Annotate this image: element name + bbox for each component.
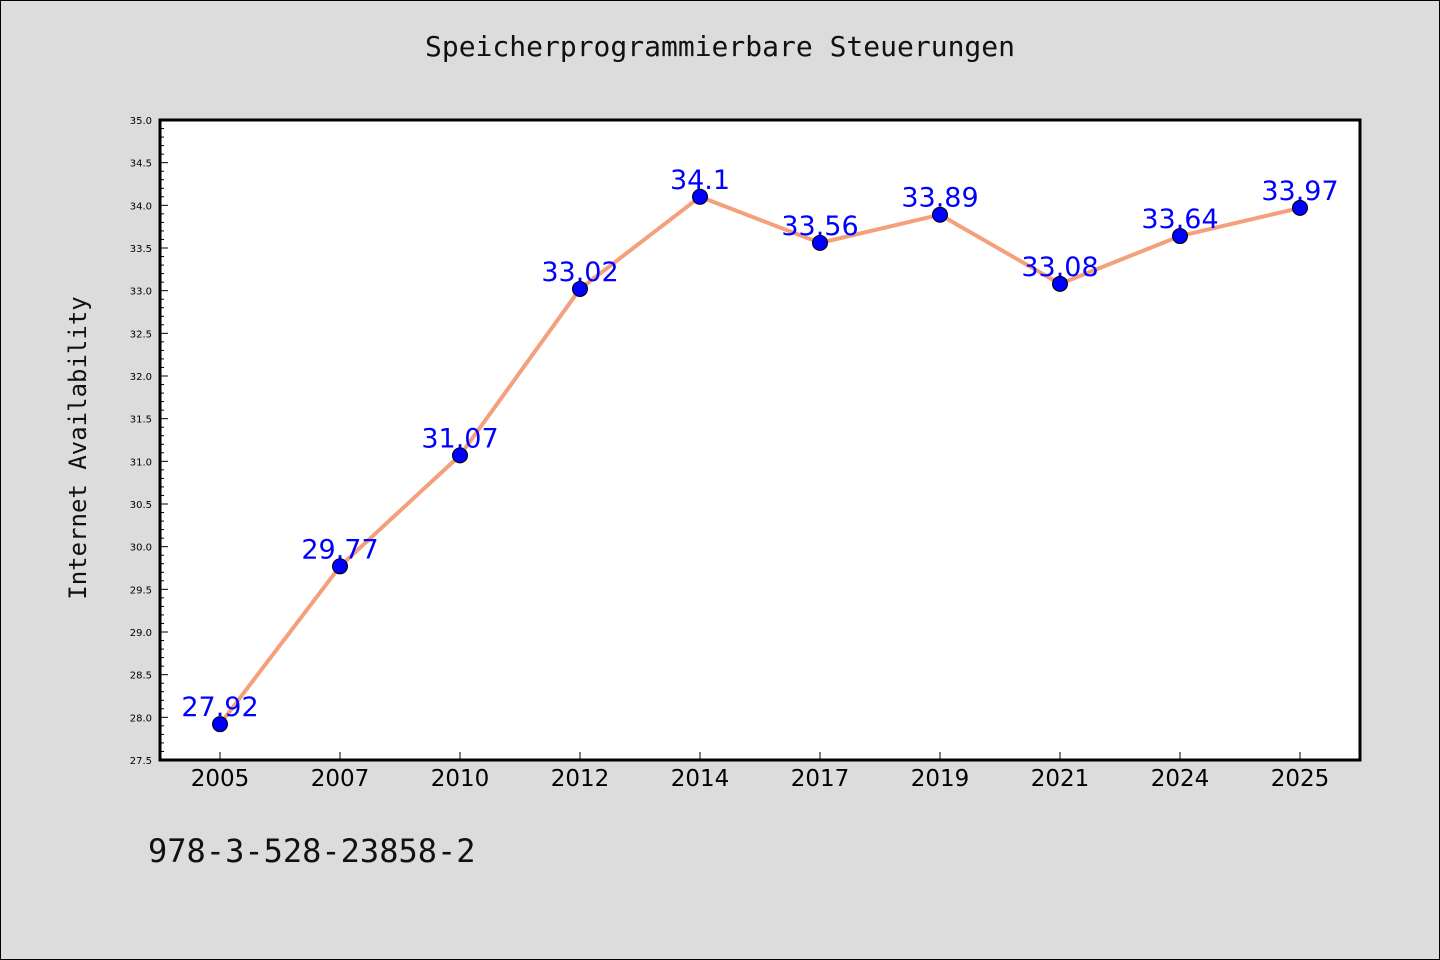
footer-isbn: 978-3-528-23858-2 (148, 832, 476, 870)
y-tick-label: 27.5 (130, 756, 152, 767)
y-tick-label: 33.0 (130, 287, 152, 298)
x-tick-label: 2021 (1031, 766, 1090, 792)
y-tick-label: 31.0 (130, 457, 152, 468)
data-label: 33.64 (1141, 204, 1218, 235)
data-point (1172, 228, 1188, 245)
data-point (1052, 275, 1068, 292)
data-label: 33.56 (781, 211, 858, 242)
data-label: 33.89 (901, 183, 978, 214)
y-tick-label: 28.0 (130, 713, 152, 724)
y-tick-label: 33.5 (130, 244, 152, 255)
y-tick-label: 30.0 (130, 543, 152, 554)
data-point (452, 447, 468, 464)
series-line (218, 194, 1301, 726)
data-label: 33.97 (1261, 176, 1338, 207)
data-point (1292, 199, 1308, 216)
data-point (812, 234, 828, 251)
data-label: 33.02 (541, 257, 618, 288)
y-tick-label: 35.0 (130, 116, 152, 127)
x-tick-label: 2005 (191, 766, 250, 792)
x-axis-ticks: 2005 2007 2010 2012 2014 2017 2019 2021 2024 2025 (191, 752, 1330, 792)
x-tick-label: 2014 (671, 766, 730, 792)
data-labels: 27.92 29.77 31.07 33.02 34.1 33.56 33.89 33.08 3… (181, 165, 1338, 723)
chart-title: Speicherprogrammierbare Steuerungen (424, 30, 1015, 63)
y-tick-label: 34.5 (130, 159, 152, 170)
data-point (572, 280, 588, 297)
x-tick-label: 2012 (551, 766, 610, 792)
x-tick-label: 2010 (431, 766, 490, 792)
x-tick-label: 2024 (1151, 766, 1210, 792)
y-tick-label: 29.5 (130, 585, 152, 596)
series-markers (212, 188, 1308, 733)
y-axis-ticks: 27.5 28.0 28.5 29.0 29.5 30.0 30.5 31.0 31.5 32.0… (130, 116, 168, 767)
x-tick-label: 2025 (1271, 766, 1330, 792)
y-tick-label: 32.5 (130, 329, 152, 340)
data-point (692, 188, 708, 205)
y-tick-label: 29.0 (130, 628, 152, 639)
data-point (932, 206, 948, 223)
x-tick-label: 2007 (311, 766, 370, 792)
data-label: 34.1 (670, 165, 730, 196)
y-tick-label: 30.5 (130, 500, 152, 511)
x-tick-label: 2017 (791, 766, 850, 792)
data-label: 33.08 (1021, 252, 1098, 283)
plot-area (158, 118, 1362, 762)
data-point (212, 716, 228, 733)
y-tick-label: 31.5 (130, 415, 152, 426)
y-tick-label: 28.5 (130, 671, 152, 682)
data-label: 29.77 (301, 534, 378, 565)
data-label: 31.07 (421, 423, 498, 454)
y-axis-label: Internet Availability (64, 296, 92, 599)
y-tick-label: 32.0 (130, 372, 152, 383)
y-tick-label: 34.0 (130, 201, 152, 212)
x-tick-label: 2019 (911, 766, 970, 792)
data-label: 27.92 (181, 692, 258, 723)
data-point (332, 558, 348, 575)
